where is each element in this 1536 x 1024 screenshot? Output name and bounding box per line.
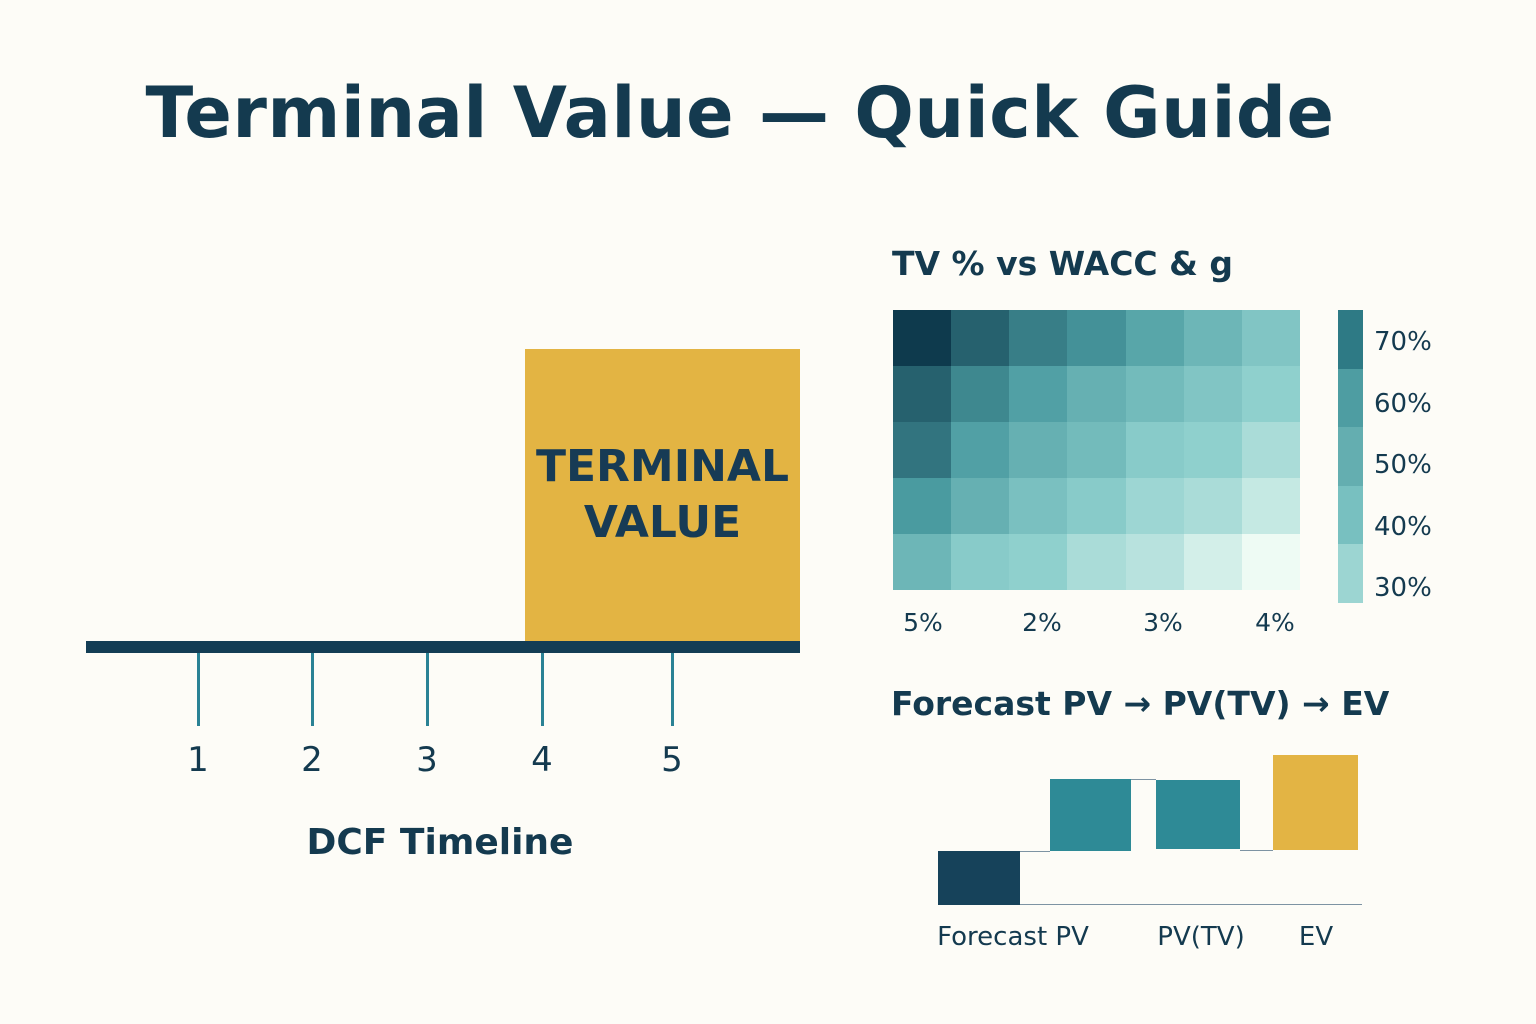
- timeline-tick-label: 4: [531, 740, 553, 780]
- heatmap-cell: [1241, 422, 1300, 478]
- heatmap-cell: [1125, 366, 1184, 422]
- heatmap-title: TV % vs WACC & g: [892, 244, 1234, 283]
- heatmap-cell: [893, 310, 952, 366]
- heatmap-cell: [893, 366, 952, 422]
- heatmap-cell: [1009, 366, 1068, 422]
- heatmap-cell: [1009, 478, 1068, 534]
- terminal-value-label: TERMINAL VALUE: [535, 441, 790, 548]
- heatmap-cell: [1125, 422, 1184, 478]
- waterfall-label: PV(TV): [1157, 922, 1245, 952]
- timeline-tick-label: 5: [661, 740, 683, 780]
- heatmap-cell: [1067, 310, 1126, 366]
- legend-swatch: [1338, 544, 1363, 603]
- color-legend: [1338, 310, 1363, 603]
- legend-swatch: [1338, 368, 1363, 428]
- heatmap-cell: [1241, 366, 1300, 422]
- waterfall-label: Forecast PV: [937, 922, 1089, 952]
- heatmap-cell: [1067, 478, 1126, 534]
- bar-ev: [1273, 755, 1358, 850]
- timeline-tick-label: 1: [187, 740, 209, 780]
- legend-swatch: [1338, 485, 1363, 545]
- heatmap-cell: [893, 422, 952, 478]
- heatmap-cell: [951, 478, 1010, 534]
- heatmap-cell: [951, 366, 1010, 422]
- heatmap-cell: [1241, 534, 1300, 590]
- heatmap-cell: [951, 422, 1010, 478]
- timeline-tick: [426, 653, 429, 726]
- heatmap-cell: [1067, 534, 1126, 590]
- heatmap-x-label: 2%: [1022, 608, 1062, 637]
- heatmap-cell: [1067, 366, 1126, 422]
- heatmap-x-label: 3%: [1143, 608, 1183, 637]
- heatmap-cell: [951, 534, 1010, 590]
- heatmap-cell: [1183, 478, 1242, 534]
- bar-pv-tv: [1156, 780, 1240, 849]
- heatmap-cell: [1067, 422, 1126, 478]
- heatmap-cell: [1009, 310, 1068, 366]
- timeline-caption: DCF Timeline: [306, 822, 574, 863]
- timeline-tick-label: 3: [416, 740, 438, 780]
- waterfall-title: Forecast PV → PV(TV) → EV: [891, 684, 1390, 723]
- heatmap-cell: [1241, 310, 1300, 366]
- timeline-tick: [541, 653, 544, 726]
- bar-forecast-pv: [938, 851, 1020, 905]
- legend-swatch: [1338, 310, 1363, 369]
- heatmap-x-label: 4%: [1255, 608, 1295, 637]
- waterfall-connector: [1131, 779, 1156, 780]
- bar-pv-tv-step: [1050, 779, 1131, 851]
- heatmap-cell: [1009, 422, 1068, 478]
- heatmap-cell: [1125, 310, 1184, 366]
- waterfall-connector: [1240, 850, 1273, 851]
- heatmap-cell: [951, 310, 1010, 366]
- timeline-axis: [86, 641, 800, 653]
- heatmap-grid: [893, 310, 1300, 590]
- heatmap-cell: [893, 478, 952, 534]
- heatmap-cell: [893, 534, 952, 590]
- legend-label: 50%: [1374, 450, 1432, 480]
- heatmap-cell: [1183, 366, 1242, 422]
- heatmap-cell: [1125, 534, 1184, 590]
- legend-label: 70%: [1374, 327, 1432, 357]
- heatmap-cell: [1009, 534, 1068, 590]
- terminal-value-box: TERMINAL VALUE: [525, 349, 800, 641]
- timeline-tick-label: 2: [301, 740, 323, 780]
- legend-label: 60%: [1374, 389, 1432, 419]
- timeline-tick: [671, 653, 674, 726]
- heatmap-cell: [1183, 534, 1242, 590]
- legend-label: 30%: [1374, 573, 1432, 603]
- legend-swatch: [1338, 427, 1363, 486]
- heatmap-cell: [1183, 422, 1242, 478]
- timeline-tick: [197, 653, 200, 726]
- waterfall-connector: [1020, 851, 1050, 852]
- waterfall-baseline: [938, 904, 1362, 905]
- heatmap-x-label: 5%: [903, 608, 943, 637]
- timeline-tick: [311, 653, 314, 726]
- legend-label: 40%: [1374, 512, 1432, 542]
- heatmap-cell: [1241, 478, 1300, 534]
- heatmap-cell: [1183, 310, 1242, 366]
- page-title: Terminal Value — Quick Guide: [145, 72, 1335, 154]
- waterfall-label: EV: [1298, 922, 1334, 952]
- heatmap-cell: [1125, 478, 1184, 534]
